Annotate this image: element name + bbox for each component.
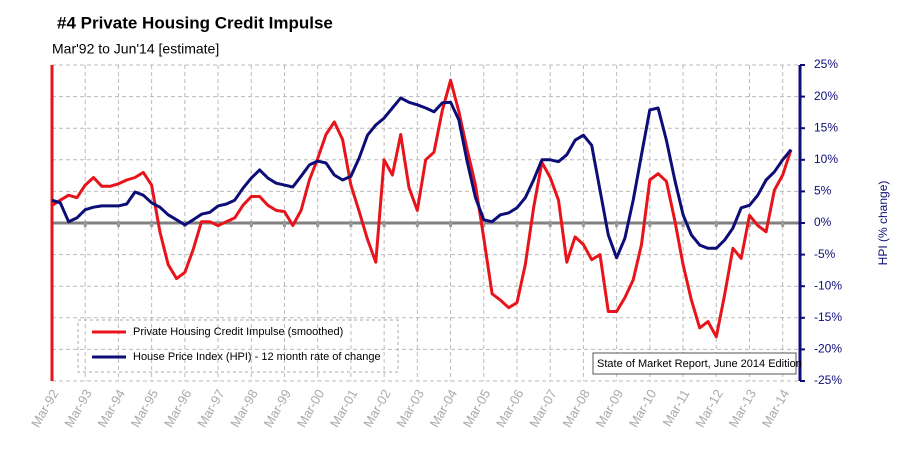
series-line [51, 78, 793, 339]
y2-tick-label: 25% [814, 57, 838, 71]
y2-tick-label: -15% [814, 310, 842, 324]
x-tick-label: Mar-03 [393, 387, 427, 430]
x-tick-label: Mar-06 [493, 387, 527, 430]
legend-label: House Price Index (HPI) - 12 month rate … [133, 351, 381, 363]
y2-axis-title: HPI (% change) [876, 181, 890, 266]
x-tick-label: Mar-92 [28, 387, 62, 430]
y2-tick-label: -5% [814, 247, 836, 261]
y2-tick-label: 0% [814, 215, 832, 229]
x-tick-label: Mar-08 [559, 387, 593, 430]
chart-subtitle: Mar'92 to Jun'14 [estimate] [52, 41, 219, 57]
y2-tick-label: 15% [814, 120, 838, 134]
x-tick-label: Mar-09 [593, 387, 627, 430]
x-tick-label: Mar-14 [759, 387, 793, 430]
y2-tick-label: -25% [814, 373, 842, 387]
x-tick-label: Mar-11 [660, 387, 693, 429]
legend-box [77, 319, 399, 373]
series-line [51, 96, 793, 260]
x-tick-label: Mar-93 [61, 387, 95, 430]
x-tick-label: Mar-98 [227, 387, 261, 430]
x-tick-label: Mar-94 [94, 387, 128, 430]
x-tick-label: Mar-05 [460, 387, 494, 430]
x-tick-label: Mar-97 [194, 387, 228, 430]
x-tick-label: Mar-02 [360, 387, 394, 430]
x-tick-label: Mar-07 [526, 387, 560, 430]
x-tick-label: Mar-04 [427, 387, 461, 430]
x-tick-label: Mar-96 [161, 387, 195, 430]
x-tick-label: Mar-12 [692, 387, 726, 430]
annotation-box [592, 352, 797, 375]
x-tick-label: Mar-99 [260, 387, 294, 430]
y2-tick-label: -10% [814, 278, 842, 292]
annotation: State of Market Report, June 2014 Editio… [597, 358, 802, 370]
chart-title: #4 Private Housing Credit Impulse [57, 13, 333, 32]
y2-tick-label: 10% [814, 152, 838, 166]
y2-tick-label: -20% [814, 342, 842, 356]
x-tick-label: Mar-10 [626, 387, 660, 430]
y2-tick-label: 5% [814, 184, 832, 198]
x-tick-label: Mar-13 [725, 387, 759, 430]
x-tick-label: Mar-95 [128, 387, 162, 430]
x-tick-label: Mar-00 [294, 387, 328, 430]
y2-tick-label: 20% [814, 89, 838, 103]
x-tick-label: Mar-01 [327, 387, 361, 430]
legend-label: Private Housing Credit Impulse (smoothed… [133, 326, 343, 338]
